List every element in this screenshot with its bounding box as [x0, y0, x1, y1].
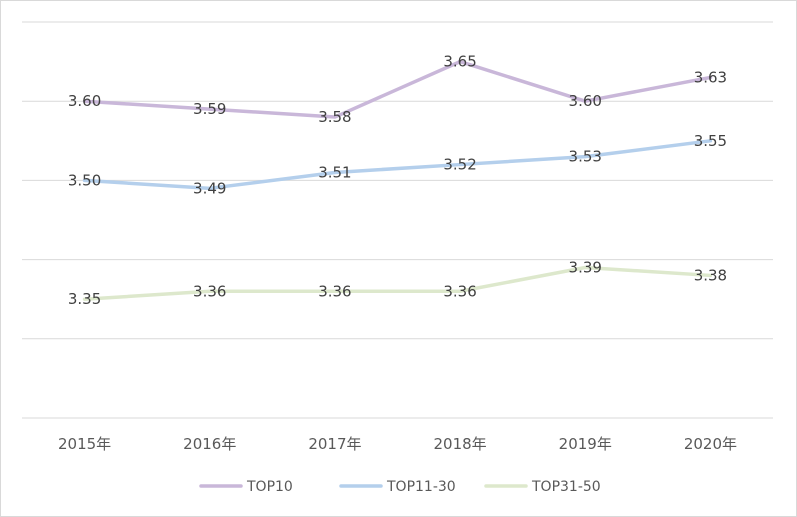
x-tick-label: 2018年: [433, 435, 486, 453]
data-label: 3.52: [443, 156, 476, 174]
data-label: 3.39: [569, 259, 602, 277]
x-tick-label: 2019年: [559, 435, 612, 453]
legend-item-1: TOP11-30: [339, 479, 456, 495]
gridlines: [22, 21, 773, 419]
data-label: 3.60: [569, 92, 602, 110]
legend-item-2: TOP31-50: [484, 479, 601, 495]
data-label: 3.55: [694, 132, 727, 150]
data-label: 3.65: [443, 53, 476, 71]
data-label: 3.50: [68, 171, 101, 189]
data-label: 3.63: [694, 68, 727, 86]
data-label: 3.38: [694, 266, 727, 284]
series-line-0: [82, 59, 713, 119]
data-label: 3.35: [68, 290, 101, 308]
series-line-2: [82, 265, 713, 301]
data-label: 3.36: [443, 282, 476, 300]
legend-item-0: TOP10: [199, 479, 293, 495]
x-axis-ticks: 2015年 2016年 2017年 2018年 2019年 2020年: [58, 435, 737, 453]
x-tick-label: 2017年: [308, 435, 361, 453]
legend-label: TOP10: [246, 479, 293, 495]
data-label: 3.60: [68, 92, 101, 110]
data-label: 3.36: [193, 282, 226, 300]
legend-label: TOP11-30: [386, 479, 456, 495]
data-labels: 3.60 3.59 3.58 3.65 3.60 3.63 3.50 3.49 3.51 3.52…: [68, 53, 727, 309]
x-tick-label: 2016年: [183, 435, 236, 453]
x-tick-label: 2015年: [58, 435, 111, 453]
x-tick-label: 2020年: [684, 435, 737, 453]
data-label: 3.51: [318, 163, 351, 181]
series-line-1: [82, 139, 713, 191]
data-label: 3.53: [569, 148, 602, 166]
data-label: 3.58: [318, 108, 351, 126]
legend-label: TOP31-50: [531, 479, 601, 495]
data-label: 3.36: [318, 282, 351, 300]
data-label: 3.49: [193, 179, 226, 197]
series-lines: [82, 59, 713, 301]
data-label: 3.59: [193, 100, 226, 118]
legend: TOP10 TOP11-30 TOP31-50: [199, 479, 601, 495]
